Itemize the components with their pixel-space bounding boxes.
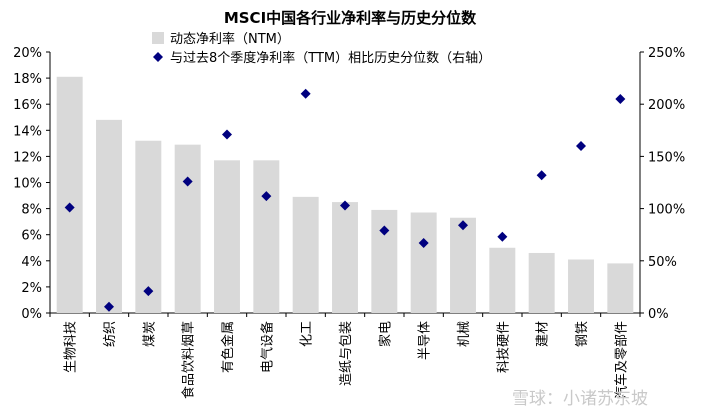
left-tick-label: 14%	[13, 124, 42, 139]
left-tick-label: 8%	[21, 203, 42, 218]
x-category-label: 家电	[377, 321, 393, 347]
bar-11	[450, 217, 476, 313]
x-category-label: 造纸与包装	[339, 321, 354, 386]
bar-4	[174, 144, 201, 313]
left-tick-label: 12%	[13, 150, 42, 165]
right-tick-label: 0%	[648, 307, 669, 322]
watermark: 雪球：小诸苏东坡	[512, 389, 648, 409]
bar-1	[56, 76, 83, 313]
right-tick-label: 100%	[648, 203, 685, 218]
axes: 0% 2% 4% 6% 8% 10% 12% 14% 16% 18% 20% 0% 50% 100% 150…	[13, 46, 685, 322]
bar-5	[214, 160, 240, 313]
x-category-label: 食品饮料烟草	[181, 321, 197, 399]
right-tick-label: 150%	[648, 150, 685, 165]
right-tick-label: 200%	[648, 98, 685, 113]
x-category-label: 化工	[300, 321, 315, 347]
bar-10	[410, 212, 437, 313]
marker-7	[300, 88, 311, 99]
marker-11	[458, 220, 468, 231]
bar-13	[528, 252, 555, 313]
marker-1	[64, 202, 75, 213]
legend-label-marker: 与过去8个季度净利率（TTM）相比历史分位数（右轴）	[170, 50, 491, 66]
bar-8	[332, 202, 358, 313]
left-tick-label: 6%	[21, 229, 42, 244]
x-axis-labels: 生物科技 纺织 煤炭 食品饮料烟草 有色金属 电气设备 化工 造纸与包装 家电 半导体 机械 科技硬件…	[64, 321, 630, 399]
x-category-label: 钢铁	[575, 321, 590, 347]
x-category-label: 煤炭	[142, 321, 157, 347]
x-category-label: 机械	[457, 321, 472, 347]
left-tick-label: 18%	[13, 72, 42, 87]
marker-12	[497, 231, 508, 242]
marker-13	[536, 170, 547, 181]
marker-8	[340, 200, 350, 211]
legend-swatch-bar	[152, 32, 164, 44]
x-category-label: 电气设备	[259, 321, 275, 373]
marker-3	[143, 286, 154, 297]
marker-9	[379, 225, 390, 236]
x-category-label: 有色金属	[220, 321, 236, 373]
x-category-label: 半导体	[418, 321, 433, 360]
marker-15	[615, 93, 626, 104]
left-tick-label: 0%	[21, 307, 42, 322]
x-category-label: 汽车及零部件	[613, 321, 629, 399]
chart-title: MSCI中国各行业净利率与历史分位数	[224, 9, 477, 27]
bar-9	[371, 209, 398, 313]
x-category-label: 生物科技	[64, 321, 79, 373]
marker-14	[576, 140, 586, 151]
x-category-label: 科技硬件	[496, 321, 511, 373]
x-category-label: 纺织	[103, 321, 118, 347]
left-tick-label: 4%	[21, 255, 42, 270]
marker-4	[182, 176, 193, 187]
x-category-label: 建材	[536, 321, 551, 347]
bar-2	[96, 119, 122, 313]
bar-12	[489, 247, 516, 313]
legend-swatch-marker	[153, 52, 163, 62]
bar-7	[292, 196, 319, 313]
right-tick-label: 250%	[648, 46, 685, 61]
left-tick-label: 10%	[13, 177, 42, 192]
left-tick-label: 2%	[21, 281, 42, 296]
legend-label-bar: 动态净利率（NTM）	[170, 31, 290, 47]
left-tick-label: 20%	[13, 46, 42, 61]
bar-14	[568, 259, 594, 313]
bar-series	[56, 76, 634, 313]
marker-series	[64, 88, 626, 312]
marker-10	[418, 238, 429, 249]
marker-2	[104, 301, 114, 312]
bar-6	[253, 160, 280, 313]
legend: 动态净利率（NTM） 与过去8个季度净利率（TTM）相比历史分位数（右轴）	[152, 31, 491, 66]
marker-5	[222, 129, 232, 140]
bar-3	[135, 140, 162, 313]
right-tick-label: 50%	[648, 255, 677, 270]
bar-15	[607, 263, 634, 313]
marker-6	[261, 191, 272, 202]
left-tick-label: 16%	[13, 98, 42, 113]
